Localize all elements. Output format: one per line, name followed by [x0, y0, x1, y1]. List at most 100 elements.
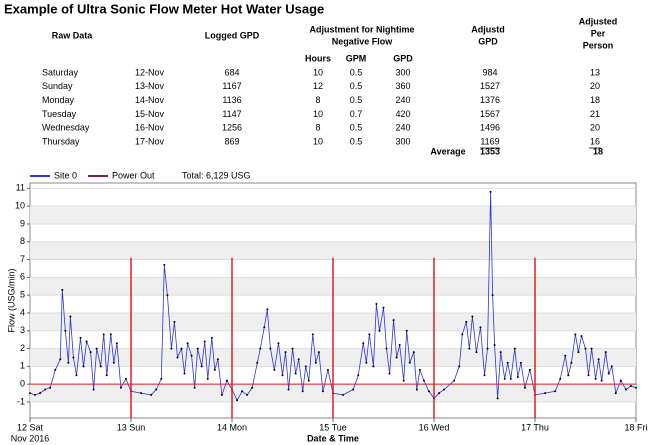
grid-band — [30, 206, 636, 224]
flow-point — [584, 347, 587, 350]
cell: 13-Nov — [135, 81, 165, 91]
cell: 240 — [395, 95, 410, 105]
cell: 984 — [482, 67, 497, 77]
flow-point — [402, 379, 405, 382]
flow-point — [140, 392, 143, 395]
flow-point — [368, 333, 371, 336]
flow-point — [635, 386, 637, 389]
flow-point — [489, 190, 492, 193]
flow-point — [213, 368, 216, 371]
flow-point — [465, 320, 468, 323]
flow-point — [281, 374, 284, 377]
cell: 0.5 — [350, 136, 363, 146]
cell: 1496 — [480, 123, 500, 133]
subheader: GPD — [393, 53, 413, 63]
flow-point — [544, 392, 547, 395]
flow-point — [513, 347, 516, 350]
flow-point — [304, 365, 307, 368]
flow-point — [362, 342, 365, 345]
flow-point — [256, 361, 259, 364]
cell: 10 — [313, 67, 323, 77]
cell: 300 — [395, 136, 410, 146]
flow-point — [479, 326, 482, 329]
flow-point — [301, 390, 304, 393]
cell: 0.5 — [350, 67, 363, 77]
flow-point — [405, 329, 408, 332]
cell: 0.5 — [350, 123, 363, 133]
y-tick-label: 3 — [20, 325, 25, 335]
flow-point — [342, 393, 345, 396]
flow-point — [311, 333, 314, 336]
flow-point — [72, 356, 75, 359]
y-tick-label: 5 — [20, 290, 25, 300]
flow-point — [225, 379, 228, 382]
cell: 20 — [590, 123, 600, 133]
flow-point — [408, 361, 411, 364]
flow-point — [190, 354, 193, 357]
flow-point — [395, 356, 398, 359]
flow-point — [170, 347, 173, 350]
flow-point — [163, 263, 166, 266]
flow-point — [200, 365, 203, 368]
flow-point — [412, 351, 415, 354]
flow-point — [186, 342, 189, 345]
flow-point — [385, 347, 388, 350]
cell: 240 — [395, 123, 410, 133]
flow-point — [44, 388, 47, 391]
x-tick-label: 14 Mon — [217, 422, 247, 432]
flow-point — [64, 329, 67, 332]
flow-point — [427, 390, 430, 393]
cell: 420 — [395, 109, 410, 119]
x-tick-label: 16 Wed — [419, 422, 450, 432]
header: Logged GPD — [205, 30, 260, 40]
flow-point — [567, 374, 570, 377]
flow-point — [365, 361, 368, 364]
flow-point — [443, 388, 446, 391]
flow-point — [69, 315, 72, 318]
y-tick-label: 7 — [20, 254, 25, 264]
legend-label: Site 0 — [54, 170, 77, 180]
flow-point — [438, 392, 441, 395]
flow-point — [528, 368, 531, 371]
flow-point — [79, 336, 82, 339]
flow-point — [89, 351, 92, 354]
flow-point — [375, 303, 378, 306]
flow-point — [193, 386, 196, 389]
flow-point — [506, 361, 509, 364]
header: GPD — [478, 36, 498, 46]
flow-point — [604, 351, 607, 354]
cell: 18 — [590, 95, 600, 105]
flow-point — [34, 393, 37, 396]
cell: 1256 — [222, 123, 242, 133]
flow-point — [220, 393, 223, 396]
cell: 13 — [590, 67, 600, 77]
cell: 1567 — [480, 109, 500, 119]
flow-point — [216, 358, 219, 361]
average-value: 1353 — [480, 146, 500, 156]
header: Person — [583, 40, 614, 50]
subheader: GPM — [346, 53, 367, 63]
y-tick-label: 1 — [20, 361, 25, 371]
header: Adjustment for Nightime — [310, 24, 415, 34]
cell: 1169 — [480, 136, 499, 146]
flow-point — [102, 333, 105, 336]
average-value: 18 — [593, 146, 603, 156]
flow-point — [509, 377, 512, 380]
cell: 1167 — [222, 81, 241, 91]
cell: 16-Nov — [135, 123, 165, 133]
flow-point — [39, 392, 42, 395]
flow-point — [574, 333, 577, 336]
flow-point — [624, 388, 627, 391]
flow-point — [291, 347, 294, 350]
flow-point — [398, 344, 401, 347]
y-axis-label: Flow (USG/min) — [6, 268, 16, 332]
page-title: Example of Ultra Sonic Flow Meter Hot Wa… — [4, 1, 324, 16]
flow-point — [176, 356, 179, 359]
cell: Wednesday — [42, 123, 90, 133]
flow-point — [415, 388, 418, 391]
flow-point — [461, 333, 464, 336]
flow-point — [85, 340, 88, 343]
cell: 10 — [313, 109, 323, 119]
flow-point — [29, 392, 31, 395]
cell: 1376 — [480, 95, 500, 105]
